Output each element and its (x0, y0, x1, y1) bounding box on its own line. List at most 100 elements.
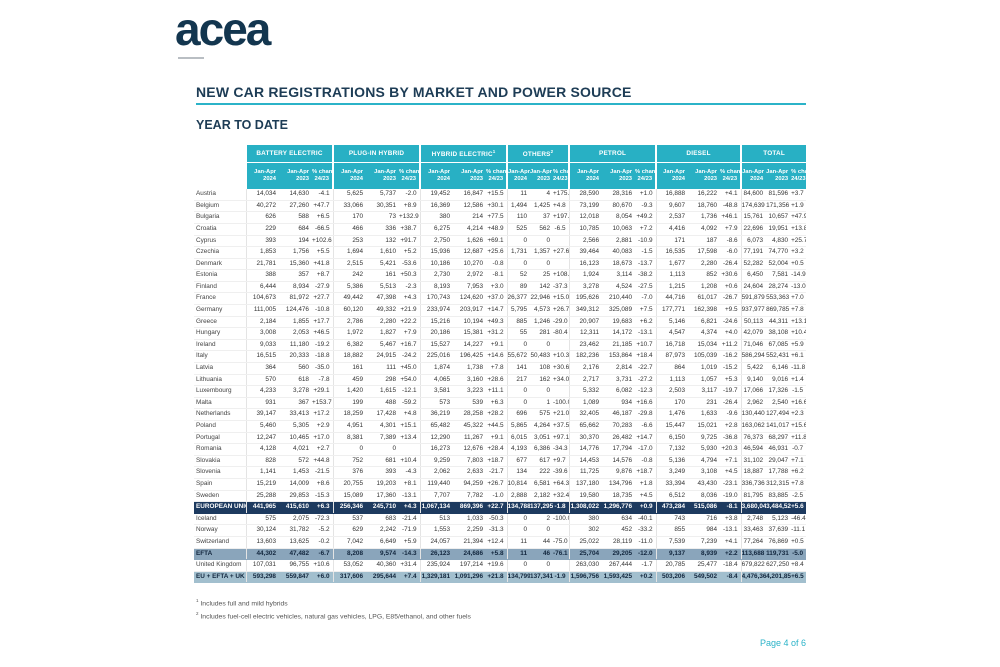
value-cell: 298 (366, 374, 400, 387)
value-cell: 7,581 (766, 269, 792, 282)
value-cell: 6,150 (655, 432, 689, 445)
value-cell: 2,814 (602, 362, 636, 375)
value-cell: 19,452 (419, 189, 454, 201)
pct-change-cell (553, 235, 570, 248)
value-cell: 3,160 (453, 374, 487, 387)
value-cell: 225,016 (419, 350, 454, 364)
value-cell: 28,274 (766, 281, 792, 294)
value-cell: 1,308,022 (568, 501, 603, 514)
value-cell: 15,089 (332, 490, 367, 503)
value-cell: 19,951 (766, 223, 792, 236)
value-cell: 984 (688, 524, 721, 537)
value-cell: 6,082 (602, 385, 636, 398)
value-cell: 626 (245, 211, 279, 224)
value-cell: 16,123 (568, 258, 603, 271)
pct-change-cell: +153.7 (312, 397, 334, 410)
value-cell: 14,172 (602, 327, 636, 340)
pct-change-cell: -36.8 (720, 432, 742, 445)
pct-change-cell: -13.1 (720, 524, 742, 537)
market-name-cell: Ireland (194, 339, 246, 352)
pct-change-cell: +28.4 (486, 443, 508, 456)
value-cell: 134,796 (602, 478, 636, 491)
market-name-cell: Slovenia (194, 466, 246, 479)
footnote: 2 Includes fuel-cell electric vehicles, … (196, 611, 471, 621)
value-cell: 28,316 (602, 189, 636, 201)
sub-column-header: Jan-Apr 2023 (766, 162, 792, 190)
pct-change-cell: +2.8 (720, 420, 742, 433)
value-cell: 312,315 (766, 478, 792, 491)
value-cell: 12,687 (453, 246, 487, 259)
value-cell: 380 (568, 513, 603, 526)
value-cell: 4,128 (245, 443, 279, 456)
value-cell: 73 (366, 211, 400, 224)
pct-change-cell: -5.0 (791, 548, 807, 561)
pct-change-cell: -66.5 (312, 223, 334, 236)
pct-change-cell: +19.6 (486, 559, 508, 572)
pct-change-cell: +20.3 (720, 443, 742, 456)
value-cell: 15,381 (453, 327, 487, 340)
pct-change-cell: -13.0 (791, 281, 807, 294)
pct-change-cell: -0.8 (635, 455, 657, 468)
value-cell: 4,573 (530, 304, 554, 317)
value-cell: 8,934 (279, 281, 312, 294)
pct-change-cell: +108.0 (553, 269, 570, 282)
pct-change-cell: +45.0 (399, 362, 421, 375)
value-cell: 2,748 (740, 513, 767, 526)
market-name-cell: Italy (194, 350, 246, 364)
value-cell: 26,482 (602, 432, 636, 445)
value-cell: 25,288 (245, 490, 279, 503)
value-cell: 20,907 (568, 316, 603, 329)
pct-change-cell: +30.6 (720, 269, 742, 282)
pct-change-cell: +5.8 (486, 548, 508, 561)
pct-change-cell: +3.2 (791, 246, 807, 259)
value-cell: 137,295 (530, 501, 554, 514)
value-cell: 6,649 (366, 536, 400, 549)
pct-change-cell: -26.7 (720, 292, 742, 306)
value-cell: 0 (506, 258, 531, 271)
value-cell: 3,051 (530, 432, 554, 445)
value-cell: 452 (602, 524, 636, 537)
value-cell: 141 (506, 362, 531, 375)
value-cell: 217 (506, 374, 531, 387)
pct-change-cell: +44.5 (486, 420, 508, 433)
pct-change-cell: +22.2 (399, 316, 421, 329)
table-row: EUROPEAN UNION441,965415,610+6.3256,3462… (194, 501, 807, 514)
value-cell: 934 (602, 397, 636, 410)
value-cell: 19,683 (602, 316, 636, 329)
table-row: Malta 931 367 +153.7 199 488 -59.2 573 539 +6.3 0 1… (194, 397, 807, 410)
pct-change-cell: +4.3 (399, 501, 421, 514)
market-name-cell: Slovakia (194, 455, 246, 468)
value-cell: 171,356 (766, 200, 792, 213)
table-row: Bulgaria 626 588 +6.5 170 73 +132.9 380 214 +77.5… (194, 211, 807, 224)
pct-change-cell: -59.2 (399, 397, 421, 410)
value-cell: 94,259 (453, 478, 487, 491)
value-cell: 0 (506, 339, 531, 352)
value-cell: 1,756 (279, 246, 312, 259)
value-cell: 233,974 (419, 304, 454, 317)
value-cell: 81,795 (740, 490, 767, 503)
value-cell: 466 (332, 223, 367, 236)
pct-change-cell: +5.9 (791, 339, 807, 352)
value-cell: 33,413 (279, 408, 312, 421)
value-cell: 50,113 (740, 316, 767, 329)
footnote: 1 Includes full and mild hybrids (196, 598, 288, 608)
table-row: Denmark 21,781 15,360 +41.8 2,515 5,421 -53.6 1… (194, 258, 807, 271)
pct-change-cell: -24.6 (720, 316, 742, 329)
value-cell: 53,052 (332, 559, 367, 572)
value-cell: 19,580 (568, 490, 603, 503)
value-cell: 21,781 (245, 258, 279, 271)
value-cell: 13,603 (245, 536, 279, 549)
market-name-cell: Poland (194, 420, 246, 433)
value-cell: 45,322 (453, 420, 487, 433)
column-group-header: BATTERY ELECTRIC (244, 145, 334, 164)
value-cell: 6,512 (655, 490, 689, 503)
value-cell: 229 (245, 223, 279, 236)
value-cell: 22,696 (740, 223, 767, 236)
value-cell: 10,270 (453, 258, 487, 271)
value-cell: 552,431 (766, 350, 792, 364)
value-cell: 28,258 (453, 408, 487, 421)
value-cell: 0 (506, 524, 531, 537)
value-cell: 170 (332, 211, 367, 224)
value-cell: 869,396 (453, 501, 487, 514)
value-cell: 1,553 (419, 524, 454, 537)
